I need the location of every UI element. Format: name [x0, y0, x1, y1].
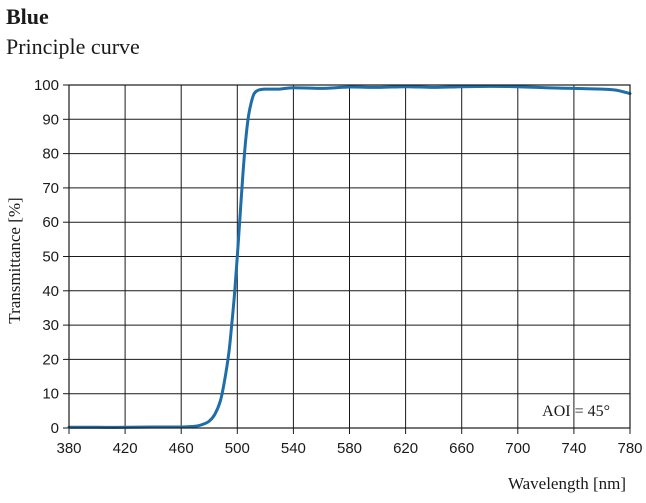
plot-frame	[68, 84, 631, 429]
y-tick-label: 10	[42, 386, 59, 403]
chart-title: Blue	[6, 4, 49, 29]
y-tick-labels: 0 10 20 30 40 50 60 70 80 90 100	[34, 77, 59, 437]
x-tick-label: 380	[56, 440, 81, 457]
y-tick-label: 20	[42, 351, 59, 368]
x-tick-label: 460	[169, 440, 194, 457]
y-tick-label: 80	[42, 146, 59, 163]
series-line-0	[67, 84, 632, 429]
x-tick-labels: 380 420 460 500 540 580 620 660 700 740 780	[56, 440, 642, 457]
x-tick-label: 500	[225, 440, 250, 457]
y-tick-label: 70	[42, 180, 59, 197]
series-group	[67, 84, 632, 429]
x-tick-label: 620	[393, 440, 418, 457]
y-tick-label: 100	[34, 77, 59, 94]
y-axis-label: Transmittance [%]	[5, 197, 24, 323]
x-axis-label: Wavelength [nm]	[508, 474, 626, 493]
aoi-annotation: AOI = 45°	[542, 403, 610, 420]
x-tick-label: 580	[337, 440, 362, 457]
x-tick-label: 540	[281, 440, 306, 457]
chart-subtitle: Principle curve	[6, 34, 140, 59]
x-tick-label: 740	[561, 440, 586, 457]
y-tick-label: 50	[42, 249, 59, 266]
x-tick-label: 420	[113, 440, 138, 457]
y-tick-label: 90	[42, 111, 59, 128]
y-tick-label: 30	[42, 317, 59, 334]
x-tick-label: 660	[449, 440, 474, 457]
chart-grid	[63, 84, 631, 434]
x-tick-label: 700	[505, 440, 530, 457]
y-tick-label: 60	[42, 214, 59, 231]
y-tick-label: 40	[42, 283, 59, 300]
x-tick-label: 780	[617, 440, 642, 457]
y-tick-label: 0	[51, 420, 59, 437]
